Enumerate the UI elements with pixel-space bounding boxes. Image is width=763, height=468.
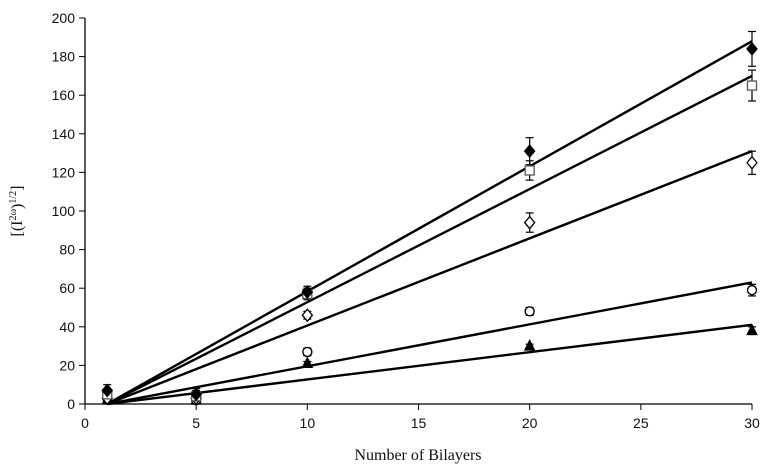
y-tick-label: 140: [52, 126, 76, 142]
data-point-filled-diamond: [101, 383, 114, 398]
x-tick-label: 30: [744, 415, 760, 431]
fit-lines: [106, 40, 753, 406]
data-point-open-circle: [302, 346, 313, 358]
error-bars: [103, 30, 756, 403]
fit-line: [106, 40, 753, 406]
data-point-open-circle: [524, 306, 535, 317]
y-tick-label: 0: [67, 396, 75, 412]
x-axis-title: Number of Bilayers: [354, 447, 481, 464]
y-ticks: 0 20 40 60 80 100 120 140 160 180 200: [52, 10, 85, 412]
x-tick-label: 5: [192, 415, 200, 431]
fit-line: [107, 281, 753, 406]
data-point-filled-triangle: [301, 356, 314, 368]
y-tick-label: 20: [59, 357, 75, 373]
y-tick-label: 80: [59, 242, 75, 258]
y-tick-label: 60: [59, 280, 75, 296]
fit-line: [106, 74, 753, 406]
data-point-filled-diamond: [746, 41, 758, 56]
x-tick-label: 10: [300, 415, 316, 431]
data-point-filled-diamond: [523, 144, 536, 159]
fit-line: [107, 323, 753, 406]
y-tick-label: 180: [52, 49, 76, 65]
x-tick-label: 20: [522, 415, 538, 431]
data-point-open-diamond: [523, 215, 536, 230]
data-point-open-square: [746, 80, 758, 91]
y-axis-title-end: ]: [9, 185, 26, 190]
x-tick-label: 15: [411, 415, 427, 431]
data-point-open-diamond: [746, 155, 758, 170]
y-axis-title: [(I2ω)1/2]: [8, 185, 26, 236]
x-tick-label: 25: [633, 415, 649, 431]
data-point-filled-triangle: [523, 338, 536, 351]
x-ticks: 0 5 10 15 20 25 30: [81, 404, 760, 431]
y-tick-label: 160: [52, 87, 76, 103]
y-axis-title-start: [(I: [9, 221, 26, 237]
y-tick-label: 120: [52, 164, 76, 180]
y-tick-label: 200: [52, 10, 76, 26]
data-point-filled-diamond: [301, 285, 314, 300]
data-points: [101, 41, 758, 406]
y-axis-title-sup2: 1/2: [8, 191, 19, 204]
y-axis-title-sup: 2ω: [8, 209, 19, 221]
fit-line: [106, 150, 753, 406]
data-point-filled-triangle: [746, 323, 758, 336]
data-point-open-circle: [746, 284, 758, 296]
data-point-open-square: [524, 165, 535, 176]
y-tick-label: 100: [52, 203, 76, 219]
data-point-filled-diamond: [190, 387, 203, 402]
y-tick-label: 40: [59, 319, 75, 335]
x-tick-label: 0: [81, 415, 89, 431]
y-axis-title-close: ): [9, 204, 26, 209]
data-point-open-diamond: [301, 308, 314, 323]
